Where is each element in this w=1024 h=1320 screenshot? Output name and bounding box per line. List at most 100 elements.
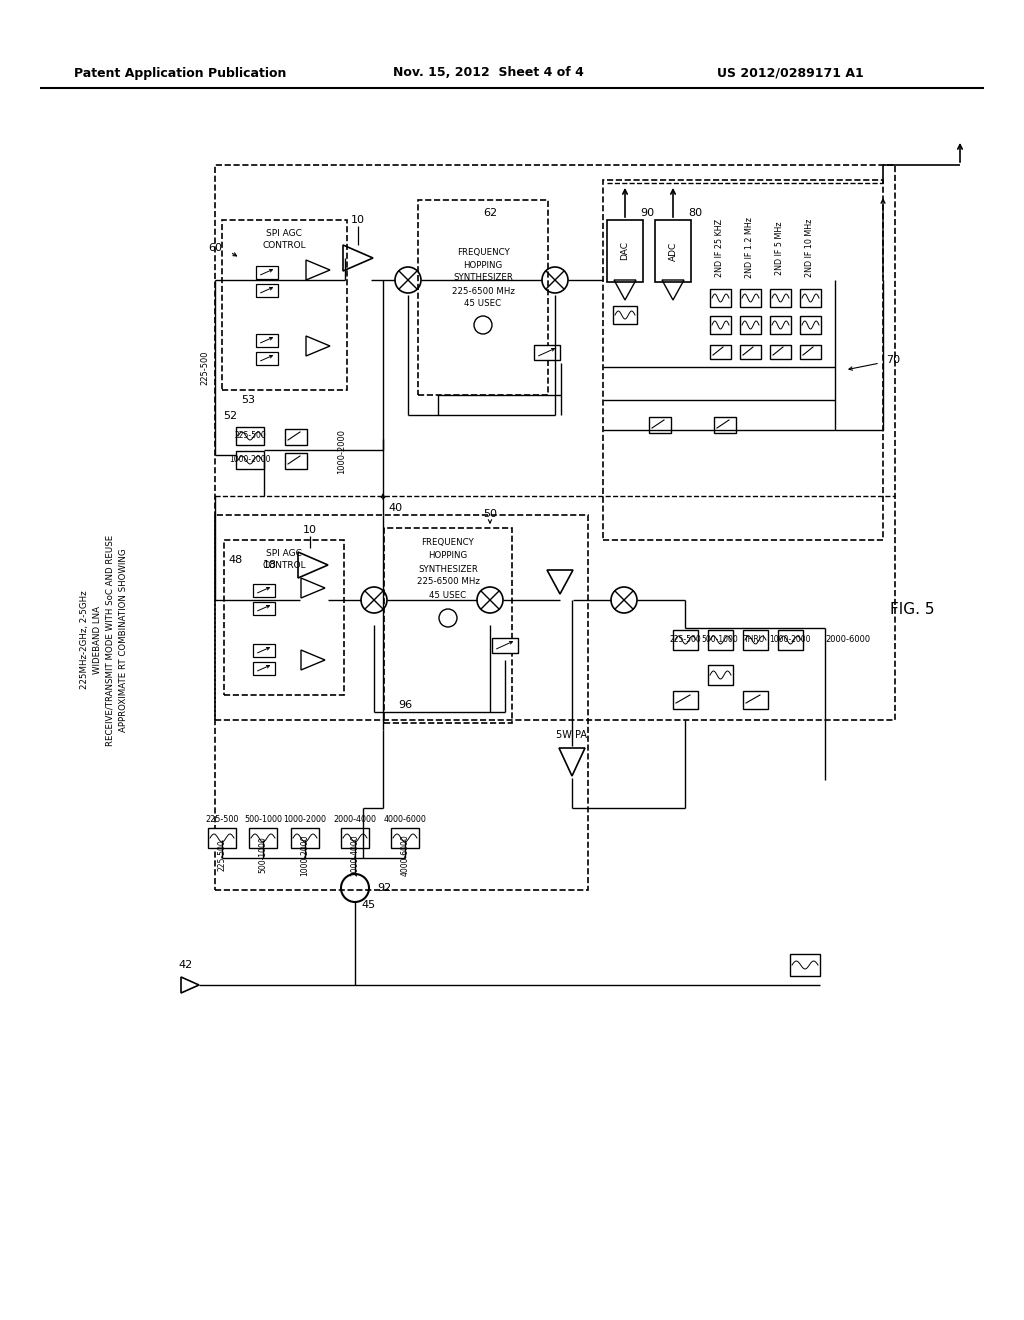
Text: 225-6500 MHz: 225-6500 MHz [417,578,479,586]
Text: FIG. 5: FIG. 5 [890,602,934,618]
Bar [607,220,643,282]
Text: 10: 10 [351,215,365,224]
Text: 1000-2000: 1000-2000 [769,635,811,644]
Text: 92: 92 [377,883,391,894]
Text: 500-1000: 500-1000 [258,837,267,874]
Bar [743,690,768,709]
Text: 52: 52 [223,411,237,421]
Text: Patent Application Publication: Patent Application Publication [74,66,286,79]
Text: FREQUENCY: FREQUENCY [457,248,509,256]
Bar [285,429,307,445]
Bar [208,828,236,847]
Bar [384,528,512,723]
Bar [710,289,731,308]
Bar [714,417,736,433]
Text: 53: 53 [241,395,255,405]
Bar [249,828,278,847]
Text: 42: 42 [178,960,193,970]
Text: 1000-2000: 1000-2000 [284,816,327,825]
Bar [603,180,883,540]
Bar [790,954,820,975]
Text: HOPPING: HOPPING [428,552,468,561]
Text: SPI AGC: SPI AGC [266,228,302,238]
Text: SPI AGC: SPI AGC [266,549,302,557]
Bar [740,345,761,359]
Bar [708,630,733,649]
Bar [673,690,698,709]
Text: 45: 45 [360,900,375,909]
Text: 40: 40 [388,503,402,513]
Text: 2000-4000: 2000-4000 [334,816,377,825]
Text: Nov. 15, 2012  Sheet 4 of 4: Nov. 15, 2012 Sheet 4 of 4 [392,66,584,79]
Text: SYNTHESIZER: SYNTHESIZER [453,273,513,282]
Text: 4000-6000: 4000-6000 [384,816,426,825]
Bar [256,284,278,297]
Bar [708,665,733,685]
Text: 2ND IF 10 MHz: 2ND IF 10 MHz [806,219,814,277]
Text: 60: 60 [208,243,222,253]
Text: CONTROL: CONTROL [262,242,306,251]
Text: 225-500: 225-500 [669,635,700,644]
Text: 4000-6000: 4000-6000 [400,834,410,876]
Text: RECEIVE/TRANSMIT MODE WITH SoC AND REUSE: RECEIVE/TRANSMIT MODE WITH SoC AND REUSE [105,535,115,746]
Bar [770,345,791,359]
Text: 1000-2000: 1000-2000 [338,429,346,474]
Text: WIDEBAND LNA: WIDEBAND LNA [92,606,101,675]
Bar [391,828,419,847]
Text: DAC: DAC [621,242,630,260]
Text: 96: 96 [398,700,412,710]
Text: 225MHz-2GHz, 2-5GHz: 225MHz-2GHz, 2-5GHz [80,590,88,689]
Bar [778,630,803,649]
Bar [800,289,821,308]
Bar [743,630,768,649]
Text: SYNTHESIZER: SYNTHESIZER [418,565,478,573]
Text: 2000-6000: 2000-6000 [825,635,870,644]
Text: ADC: ADC [669,242,678,260]
Text: 225-500: 225-500 [206,816,239,825]
Bar [256,267,278,279]
Bar [253,663,275,675]
Bar [222,220,347,389]
Bar [710,315,731,334]
Text: 90: 90 [640,209,654,218]
Text: 50: 50 [483,510,497,519]
Text: HOPPING: HOPPING [464,260,503,269]
Text: APPROXIMATE RT COMBINATION SHOWING: APPROXIMATE RT COMBINATION SHOWING [119,548,128,731]
Bar [215,515,588,890]
Bar [253,583,275,597]
Text: 5W PA: 5W PA [556,730,588,741]
Bar [341,828,369,847]
Text: 45 USEC: 45 USEC [465,300,502,309]
Text: 2ND IF 25 KHZ: 2ND IF 25 KHZ [716,219,725,277]
Bar [800,345,821,359]
Text: 2000-4000: 2000-4000 [350,834,359,875]
Text: US 2012/0289171 A1: US 2012/0289171 A1 [717,66,863,79]
Text: 62: 62 [483,209,497,218]
Text: 18: 18 [263,560,278,570]
Bar [740,289,761,308]
Bar [770,315,791,334]
Text: 2ND IF 1.2 MHz: 2ND IF 1.2 MHz [745,218,755,279]
Bar [236,451,264,469]
Bar [418,201,548,395]
Bar [256,334,278,347]
Text: 45 USEC: 45 USEC [429,590,467,599]
Bar [253,602,275,615]
Bar [285,453,307,469]
Text: 225-6500 MHz: 225-6500 MHz [452,286,514,296]
Text: 10: 10 [303,525,317,535]
Text: 225-500: 225-500 [217,840,226,871]
Bar [534,345,560,360]
Bar [224,540,344,696]
Bar [800,315,821,334]
Text: 80: 80 [688,209,702,218]
Bar [256,352,278,366]
Text: 500-1000: 500-1000 [701,635,738,644]
Bar [673,630,698,649]
Bar [740,315,761,334]
Bar [710,345,731,359]
Text: 48: 48 [228,554,243,565]
Text: FREQUENCY: FREQUENCY [422,539,474,548]
Text: 1000-2000: 1000-2000 [229,455,270,465]
Bar [215,165,895,719]
